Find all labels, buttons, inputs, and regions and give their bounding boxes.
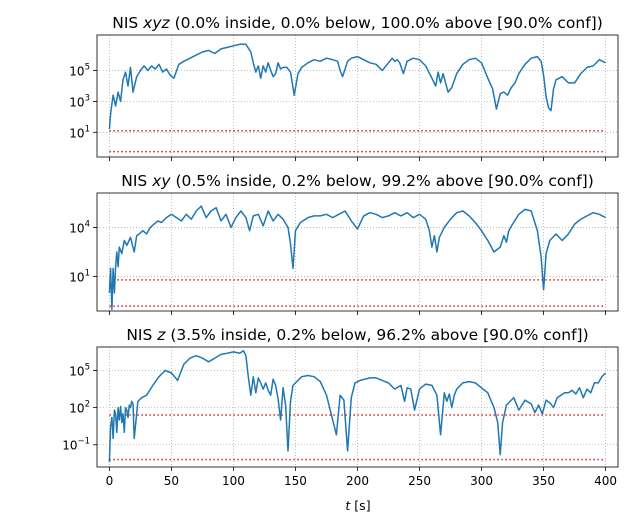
x-tick-label: 50: [164, 474, 179, 488]
subplot-1: NIS xyz (0.0% inside, 0.0% below, 100.0%…: [69, 14, 619, 161]
axes-frame: [96, 34, 619, 158]
axes-frame: [96, 346, 619, 468]
y-tick-label: 105: [69, 63, 90, 79]
y-tick-label: 104: [69, 219, 90, 235]
subplot-title: NIS xyz (0.0% inside, 0.0% below, 100.0%…: [112, 14, 603, 32]
x-tick-label: 400: [594, 474, 617, 488]
x-tick-label: 0: [106, 474, 114, 488]
x-tick-label: 250: [408, 474, 431, 488]
y-tick-label: 101: [69, 124, 90, 140]
subplot-2: NIS xy (0.5% inside, 0.2% below, 99.2% a…: [69, 172, 619, 315]
nis-series-line: [108, 43, 606, 130]
nis-series-line: [108, 205, 606, 311]
subplot-title: NIS xy (0.5% inside, 0.2% below, 99.2% a…: [121, 172, 594, 190]
axes-frame: [96, 192, 619, 312]
subplot-title: NIS z (3.5% inside, 0.2% below, 96.2% ab…: [126, 326, 588, 344]
subplots: NIS xyz (0.0% inside, 0.0% below, 100.0%…: [62, 14, 619, 488]
x-tick-label: 100: [222, 474, 245, 488]
y-tick-label: 10−1: [62, 437, 90, 453]
y-tick-label: 103: [69, 93, 90, 109]
nis-series-line: [108, 349, 607, 463]
x-tick-label: 300: [470, 474, 493, 488]
x-axis-label: t [s]: [345, 498, 370, 513]
x-tick-label: 150: [284, 474, 307, 488]
x-tick-label: 350: [532, 474, 555, 488]
subplot-3: NIS z (3.5% inside, 0.2% below, 96.2% ab…: [62, 326, 619, 488]
y-tick-label: 101: [69, 269, 90, 285]
y-tick-label: 102: [69, 400, 90, 416]
x-tick-label: 200: [346, 474, 369, 488]
y-tick-label: 105: [69, 363, 90, 379]
